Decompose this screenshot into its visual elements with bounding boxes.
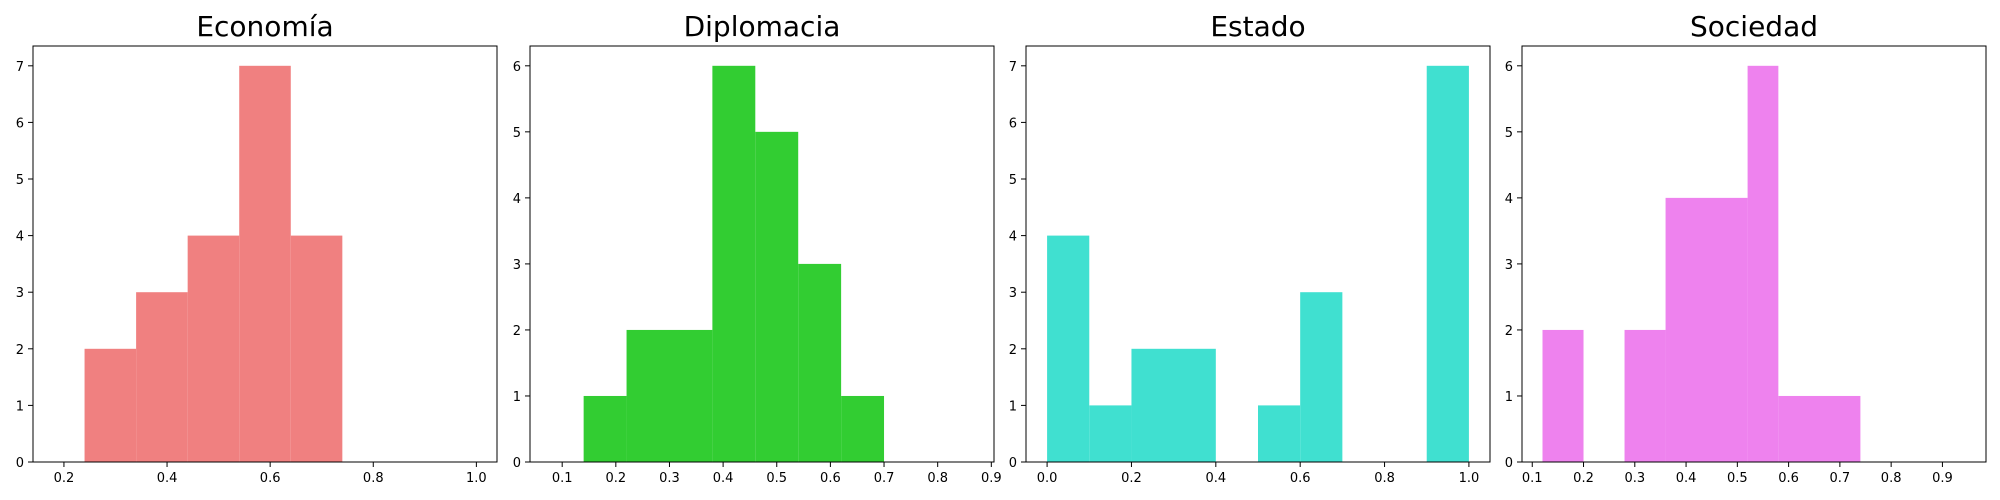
y-tick-label: 1	[1505, 390, 1513, 405]
y-tick-label: 2	[1505, 324, 1513, 339]
y-tick-label: 1	[16, 399, 24, 414]
x-tick-label: 0.0	[1037, 471, 1058, 486]
y-tick-label: 6	[513, 60, 521, 75]
x-tick-label: 0.1	[552, 471, 573, 486]
y-tick-label: 5	[1009, 173, 1017, 188]
x-tick-label: 0.2	[605, 471, 626, 486]
y-tick-label: 6	[16, 116, 24, 131]
histogram-bar	[1778, 395, 1861, 462]
y-tick-label: 6	[1009, 116, 1017, 131]
plot-frame	[1521, 45, 1987, 463]
x-tick-label: 0.8	[1374, 471, 1395, 486]
plot-frame	[529, 45, 995, 463]
y-tick-label: 7	[1009, 60, 1017, 75]
panel-title: Sociedad	[1690, 10, 1818, 43]
x-tick-label: 0.4	[1205, 471, 1226, 486]
histogram-bar	[1300, 292, 1343, 462]
y-tick-label: 2	[513, 324, 521, 339]
y-tick-label: 5	[513, 126, 521, 141]
y-tick-label: 6	[1505, 60, 1513, 75]
x-tick-label: 0.2	[1121, 471, 1142, 486]
panel-title: Economía	[196, 10, 333, 43]
y-tick-label: 5	[16, 173, 24, 188]
y-tick-label: 3	[1505, 258, 1513, 273]
y-tick-label: 0	[513, 456, 521, 471]
histogram-bar	[290, 235, 343, 462]
histogram-bar	[712, 65, 756, 463]
y-tick-label: 2	[1009, 343, 1017, 358]
x-tick-label: 0.6	[1778, 471, 1799, 486]
panel-title: Estado	[1210, 10, 1305, 43]
x-tick-label: 0.7	[1830, 471, 1851, 486]
histogram-bar	[136, 292, 188, 462]
y-tick-label: 2	[16, 343, 24, 358]
y-tick-label: 4	[1009, 230, 1017, 245]
x-tick-label: 1.0	[466, 471, 487, 486]
histogram-bar	[1258, 405, 1301, 462]
x-tick-label: 0.8	[1881, 471, 1902, 486]
x-tick-label: 0.4	[713, 471, 734, 486]
x-tick-label: 0.4	[157, 471, 178, 486]
x-tick-label: 0.8	[927, 471, 948, 486]
x-tick-label: 0.5	[766, 471, 787, 486]
histogram-panel: Sociedad 0.1 0.2 0.3 0.4 0.5 0.6 0.7 0.8 0.9 0 1 2 3 4…	[1505, 10, 1987, 486]
x-tick-label: 0.8	[363, 471, 384, 486]
x-tick-label: 0.9	[981, 471, 1002, 486]
y-tick-label: 3	[513, 258, 521, 273]
y-tick-label: 5	[1505, 126, 1513, 141]
y-tick-label: 0	[1505, 456, 1513, 471]
panel-title: Diplomacia	[684, 10, 841, 43]
histogram-bar	[84, 348, 137, 462]
histogram-bar	[841, 395, 885, 462]
histogram-panel: Diplomacia 0.1 0.2 0.3 0.4 0.5 0.6 0.7 0.8 0.9 0 1 2…	[513, 10, 1002, 486]
y-tick-label: 7	[16, 60, 24, 75]
x-tick-label: 0.9	[1932, 471, 1953, 486]
x-tick-label: 0.1	[1522, 471, 1543, 486]
histogram-bar	[1624, 329, 1666, 462]
x-tick-label: 0.6	[260, 471, 281, 486]
x-tick-label: 0.3	[1624, 471, 1645, 486]
x-tick-label: 0.6	[820, 471, 841, 486]
histogram-bar	[1665, 197, 1748, 462]
x-tick-label: 0.3	[659, 471, 680, 486]
histogram-bar	[187, 235, 240, 462]
x-tick-label: 0.5	[1727, 471, 1748, 486]
y-tick-label: 1	[513, 390, 521, 405]
plot-frame	[32, 45, 498, 463]
y-tick-label: 3	[16, 286, 24, 301]
histogram-panel: Economía 0.2 0.4 0.6 0.8 1.0 0 1 2 3 4 5 6 7	[16, 10, 498, 486]
y-tick-label: 4	[513, 192, 521, 207]
histogram-panels: Economía 0.2 0.4 0.6 0.8 1.0 0 1 2 3 4 5 6 7 Diplomaci…	[16, 10, 1987, 486]
y-tick-label: 0	[16, 456, 24, 471]
y-tick-label: 3	[1009, 286, 1017, 301]
histogram-bar	[1426, 65, 1469, 463]
y-tick-label: 4	[1505, 192, 1513, 207]
x-tick-label: 0.7	[874, 471, 895, 486]
x-tick-label: 0.6	[1290, 471, 1311, 486]
histogram-bar	[755, 131, 799, 463]
x-tick-label: 0.4	[1676, 471, 1697, 486]
histogram-bar	[1131, 348, 1216, 462]
histogram-panel: Estado 0.0 0.2 0.4 0.6 0.8 1.0 0 1 2 3 4 5 6 7	[1009, 10, 1491, 486]
histogram-bar	[798, 263, 842, 462]
histogram-bar	[239, 65, 291, 463]
histogram-bar	[626, 329, 713, 462]
histogram-bar	[1047, 235, 1090, 462]
histogram-bar	[1089, 405, 1132, 462]
x-tick-label: 0.2	[1573, 471, 1594, 486]
plot-frame	[1025, 45, 1491, 463]
histogram-bar	[583, 395, 627, 462]
y-tick-label: 0	[1009, 456, 1017, 471]
histogram-bar	[1542, 329, 1584, 462]
x-tick-label: 0.2	[54, 471, 75, 486]
y-tick-label: 1	[1009, 399, 1017, 414]
x-tick-label: 1.0	[1459, 471, 1480, 486]
y-tick-label: 4	[16, 230, 24, 245]
histogram-bar	[1747, 65, 1779, 463]
